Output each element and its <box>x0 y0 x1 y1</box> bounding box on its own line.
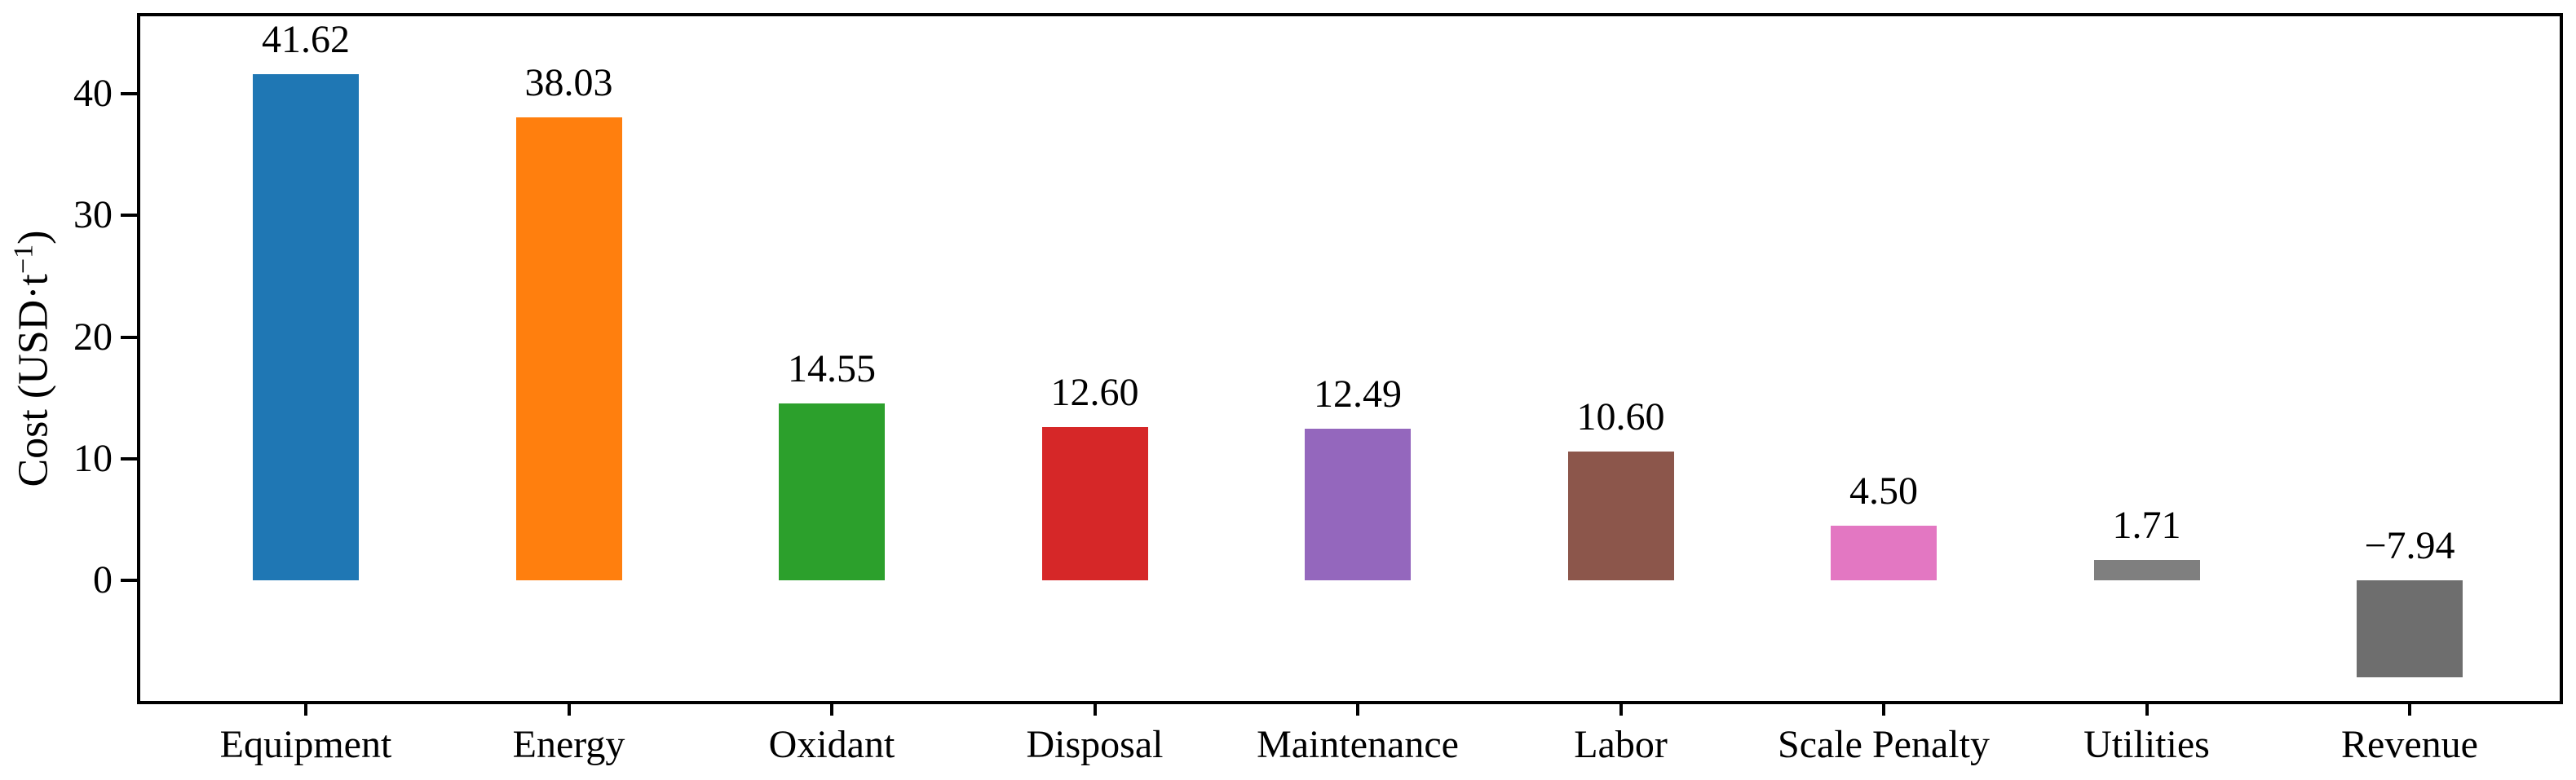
x-tick-scale-penalty <box>1882 701 1885 716</box>
x-tick-oxidant <box>830 701 833 716</box>
value-label-utilities: 1.71 <box>2112 503 2181 547</box>
y-tick-label-20: 20 <box>73 315 113 359</box>
y-axis-label-superscript: −1 <box>8 244 38 275</box>
value-label-oxidant: 14.55 <box>788 346 876 390</box>
bar-energy <box>515 117 622 581</box>
x-tick-equipment <box>304 701 307 716</box>
x-tick-label-energy: Energy <box>512 723 625 766</box>
x-tick-maintenance <box>1356 701 1359 716</box>
x-tick-label-disposal: Disposal <box>1026 723 1164 766</box>
bar-equipment <box>253 73 359 581</box>
bar-disposal <box>1041 427 1148 581</box>
x-tick-label-utilities: Utilities <box>2083 723 2210 766</box>
x-tick-label-maintenance: Maintenance <box>1257 723 1459 766</box>
bar-oxidant <box>779 403 885 581</box>
y-tick-label-10: 10 <box>73 436 113 480</box>
y-tick-0 <box>121 579 137 583</box>
bar-labor <box>1567 451 1674 581</box>
x-tick-label-scale-penalty: Scale Penalty <box>1778 723 1990 766</box>
x-tick-energy <box>567 701 571 716</box>
x-tick-label-equipment: Equipment <box>219 723 392 766</box>
x-tick-utilities <box>2145 701 2149 716</box>
value-label-maintenance: 12.49 <box>1314 372 1402 416</box>
bar-scale-penalty <box>1831 526 1937 581</box>
x-tick-labor <box>1619 701 1623 716</box>
value-label-revenue: −7.94 <box>2364 524 2455 568</box>
y-tick-30 <box>121 214 137 218</box>
bar-utilities <box>2093 559 2200 581</box>
y-tick-20 <box>121 335 137 339</box>
value-label-disposal: 12.60 <box>1050 371 1139 415</box>
value-label-equipment: 41.62 <box>262 17 350 61</box>
value-label-scale-penalty: 4.50 <box>1849 469 1918 513</box>
x-tick-label-oxidant: Oxidant <box>768 723 895 766</box>
x-tick-disposal <box>1093 701 1097 716</box>
plot-area <box>137 13 2563 704</box>
x-tick-revenue <box>2408 701 2411 716</box>
bar-maintenance <box>1305 428 1411 581</box>
y-tick-10 <box>121 456 137 461</box>
value-label-labor: 10.60 <box>1576 394 1665 438</box>
y-tick-40 <box>121 92 137 96</box>
x-tick-label-labor: Labor <box>1574 723 1668 766</box>
x-tick-label-revenue: Revenue <box>2341 723 2478 766</box>
y-tick-label-30: 30 <box>73 193 113 237</box>
value-label-energy: 38.03 <box>524 61 613 105</box>
y-tick-label-0: 0 <box>93 558 113 602</box>
y-tick-label-40: 40 <box>73 72 113 116</box>
bar-revenue <box>2357 580 2463 677</box>
